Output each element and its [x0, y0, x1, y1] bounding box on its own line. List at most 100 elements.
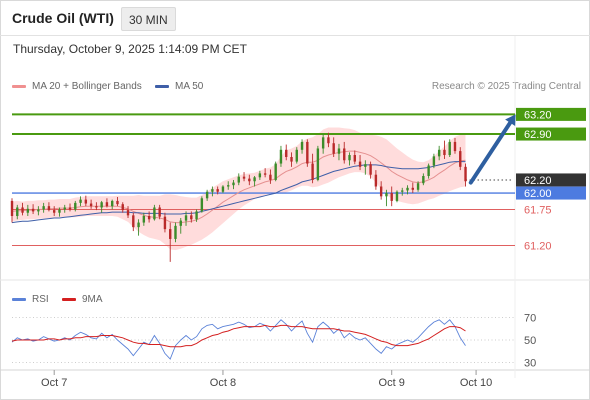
- candle-body: [453, 141, 457, 152]
- price-tag-62-00: [516, 186, 586, 200]
- candle-body: [269, 174, 272, 180]
- candle-body: [190, 215, 193, 220]
- candle-body: [263, 173, 267, 175]
- candle-body: [369, 164, 372, 175]
- forecast-arrow-shaft: [468, 120, 513, 185]
- candle-body: [432, 156, 436, 166]
- candle-body: [52, 210, 56, 213]
- candle-body: [227, 185, 230, 187]
- candle-body: [142, 216, 146, 223]
- legend-9ma: 9MA: [62, 294, 103, 305]
- price-tag-62-20: [516, 173, 586, 187]
- timestamp: Thursday, October 9, 2025 1:14:09 PM CET: [13, 42, 247, 56]
- candle-body: [295, 149, 298, 162]
- price-tag-62-90: [516, 127, 586, 141]
- rsi-tick-30: 30: [524, 357, 536, 369]
- candle-body: [237, 176, 240, 183]
- legend-ma20-bb: MA 20 + Bollinger Bands: [12, 81, 142, 92]
- candle-body: [200, 198, 204, 212]
- rsi-ma-line: [11, 324, 466, 348]
- legend-rsi-label: RSI: [32, 294, 49, 305]
- x-tick-label: Oct 8: [210, 377, 236, 389]
- candle-body: [459, 151, 462, 167]
- candle-body: [332, 143, 335, 154]
- ma50-swatch: [155, 85, 169, 88]
- candle-body: [411, 187, 414, 190]
- candle-body: [153, 207, 156, 220]
- candle-body: [26, 208, 30, 213]
- candle-body: [306, 141, 309, 164]
- rsi-tick-70: 70: [524, 313, 536, 325]
- candle-body: [379, 186, 383, 197]
- candle-body: [290, 157, 293, 162]
- candle-body: [105, 202, 109, 207]
- candle-body: [89, 203, 93, 207]
- candle-body: [221, 186, 225, 192]
- timeframe-button[interactable]: 30 MIN: [121, 7, 176, 31]
- candle-body: [385, 193, 388, 197]
- rsi-swatch: [12, 298, 26, 301]
- candle-body: [111, 200, 114, 207]
- candle-body: [358, 161, 362, 167]
- candle-body: [437, 149, 441, 157]
- candle-body: [100, 202, 103, 208]
- candle-body: [163, 216, 167, 230]
- price-label-62-90: 62.90: [524, 129, 552, 141]
- candle-body: [184, 215, 188, 221]
- candle-body: [68, 207, 72, 210]
- candle-body: [126, 210, 130, 216]
- ma20-line: [11, 150, 466, 224]
- candle-body: [158, 207, 161, 217]
- candle-body: [274, 163, 277, 180]
- candle-body: [300, 141, 304, 150]
- candle-body: [390, 193, 393, 201]
- candle-body: [311, 163, 314, 180]
- candle-body: [464, 166, 467, 182]
- candle-body: [147, 216, 151, 220]
- candle-body: [205, 191, 209, 199]
- candle-body: [427, 165, 430, 177]
- candle-body: [84, 199, 88, 204]
- candle-body: [448, 141, 451, 156]
- candle-body: [395, 191, 399, 201]
- price-label-61-20: 61.20: [524, 241, 552, 253]
- candle-body: [258, 173, 262, 178]
- candle-body: [327, 137, 330, 144]
- rsi-line: [11, 319, 466, 360]
- candle-body: [21, 207, 24, 213]
- legend-ma50: MA 50: [155, 81, 203, 92]
- candle-body: [79, 199, 82, 203]
- candle-body: [95, 206, 98, 208]
- candle-body: [364, 164, 367, 167]
- candle-body: [63, 207, 66, 210]
- x-tick-label: Oct 9: [379, 377, 405, 389]
- price-label-62-00: 62.00: [524, 188, 552, 200]
- candle-body: [31, 208, 35, 212]
- candle-body: [285, 149, 288, 157]
- candle-body: [179, 220, 182, 226]
- legend-rsi: RSI: [12, 294, 49, 305]
- candle-body: [10, 200, 14, 216]
- candle-body: [374, 174, 378, 187]
- candle-body: [406, 187, 409, 191]
- x-tick-label: Oct 10: [460, 377, 492, 389]
- candle-body: [58, 209, 61, 213]
- candle-body: [37, 209, 40, 212]
- candle-body: [169, 229, 172, 239]
- candle-body: [16, 207, 19, 216]
- candle-body: [353, 155, 356, 162]
- legend-ma20-label: MA 20 + Bollinger Bands: [32, 81, 142, 92]
- ma9-swatch: [62, 298, 76, 301]
- bollinger-band: [12, 127, 466, 251]
- candle-body: [195, 211, 198, 220]
- price-tag-63-20: [516, 107, 586, 121]
- candle-body: [174, 225, 177, 239]
- candle-body: [216, 189, 219, 192]
- candle-body: [242, 176, 246, 179]
- candle-body: [232, 182, 235, 186]
- price-label-62-20: 62.20: [524, 175, 552, 187]
- candle-body: [279, 149, 283, 164]
- candle-body: [137, 222, 140, 228]
- candle-body: [337, 148, 341, 154]
